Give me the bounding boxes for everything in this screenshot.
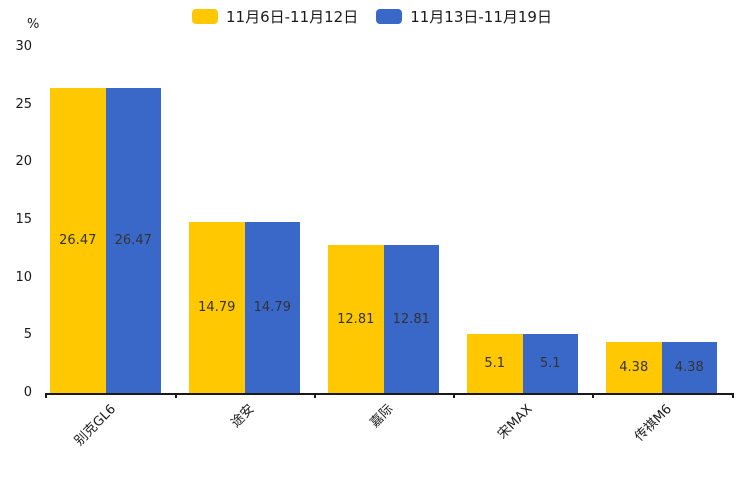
- bar-途安-series-0: 14.79: [189, 222, 245, 393]
- y-axis-unit-label: %: [27, 17, 40, 32]
- bar-value-label: 4.38: [619, 360, 649, 376]
- bar-value-label: 26.47: [114, 232, 152, 248]
- bar-value-label: 12.81: [392, 311, 430, 327]
- bar-传祺M6-series-0: 4.38: [606, 342, 662, 393]
- x-tick-mark: [175, 393, 177, 398]
- x-category-label: 嘉际: [367, 401, 397, 431]
- bar-嘉际-series-1: 12.81: [383, 245, 439, 393]
- bar-别克GL6-series-1: 26.47: [105, 87, 161, 393]
- x-category-label: 宋MAX: [495, 401, 536, 443]
- bar-途安-series-1: 14.79: [244, 222, 300, 393]
- bar-嘉际-series-0: 12.81: [328, 245, 384, 393]
- legend-label: 11月13日-11月19日: [410, 8, 552, 26]
- legend-item-series-1[interactable]: 11月13日-11月19日: [376, 6, 552, 27]
- y-tick-label: 10: [15, 269, 32, 285]
- bar-传祺M6-series-1: 4.38: [661, 342, 717, 393]
- x-tick-mark: [732, 393, 734, 398]
- bar-value-label: 14.79: [253, 300, 291, 316]
- bar-value-label: 26.47: [59, 232, 97, 248]
- x-tick-mark: [453, 393, 455, 398]
- x-tick-mark: [314, 393, 316, 398]
- bar-宋MAX-series-0: 5.1: [467, 334, 523, 393]
- bar-value-label: 5.1: [484, 356, 506, 372]
- x-category-label: 别克GL6: [71, 401, 119, 449]
- legend-item-series-0[interactable]: 11月6日-11月12日: [192, 6, 358, 27]
- x-category-label: 传祺M6: [632, 401, 675, 445]
- plot-area: 26.47 26.47 14.79 14.79 12.81 12.81 5.1 5.1 4.38…: [45, 47, 734, 398]
- y-tick-label: 0: [23, 385, 32, 400]
- y-tick-label: 25: [15, 96, 32, 112]
- x-category-label: 途安: [228, 401, 258, 431]
- y-tick-label: 15: [15, 212, 32, 227]
- x-tick-mark: [592, 393, 594, 398]
- bar-宋MAX-series-1: 5.1: [522, 334, 578, 393]
- bar-别克GL6-series-0: 26.47: [50, 87, 106, 393]
- x-tick-mark: [45, 393, 47, 398]
- bar-value-label: 12.81: [337, 311, 375, 327]
- y-tick-label: 5: [23, 327, 32, 343]
- bar-value-label: 4.38: [674, 360, 704, 376]
- chart-legend: 11月6日-11月12日 11月13日-11月19日: [0, 6, 744, 27]
- legend-swatch-icon: [376, 9, 403, 24]
- bar-value-label: 5.1: [539, 356, 561, 372]
- legend-label: 11月6日-11月12日: [226, 8, 359, 26]
- legend-swatch-icon: [192, 9, 218, 24]
- y-tick-label: 20: [15, 154, 32, 170]
- bar-value-label: 14.79: [198, 300, 236, 316]
- y-tick-label: 30: [15, 39, 32, 54]
